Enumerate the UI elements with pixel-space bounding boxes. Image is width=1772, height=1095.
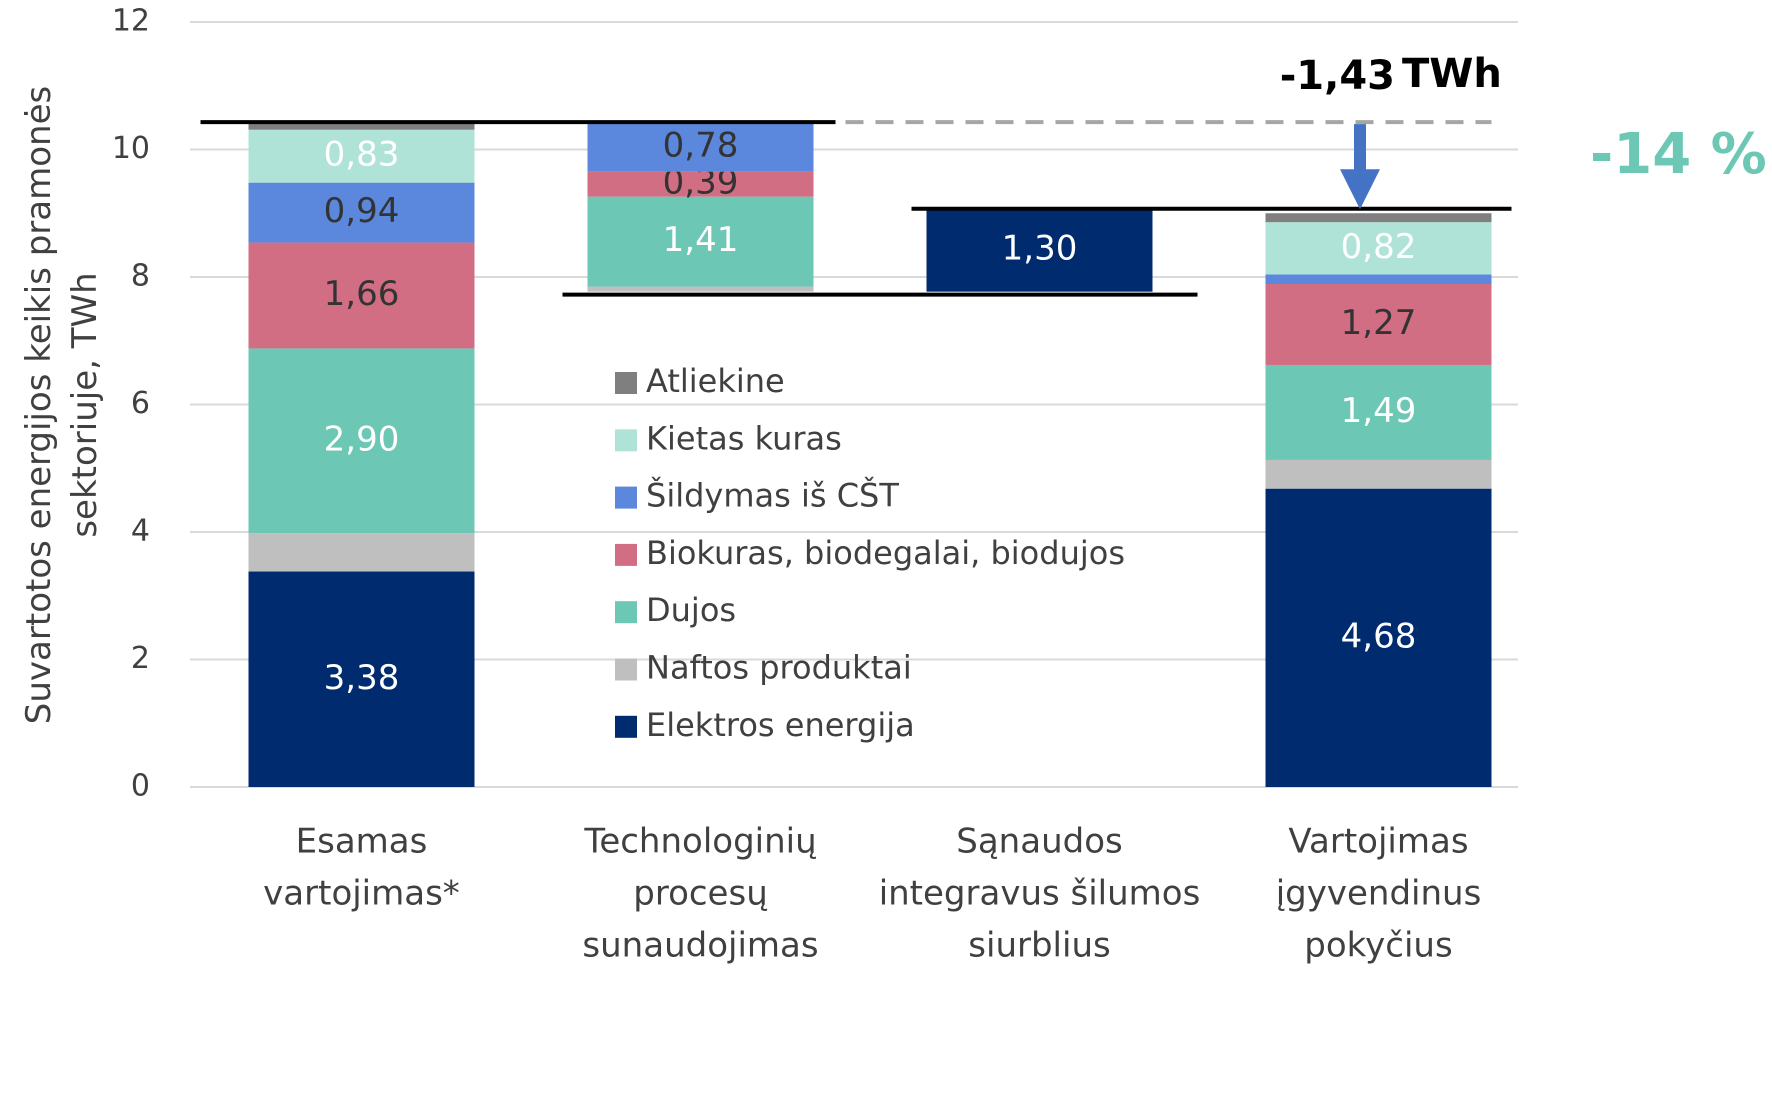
x-tick-label: pokyčius <box>1304 926 1452 966</box>
bar-segment <box>1265 222 1492 275</box>
legend-label: Atliekine <box>646 362 785 400</box>
bar-segment <box>1265 274 1492 285</box>
data-label: 3,38 <box>324 658 400 698</box>
legend-swatch <box>615 372 637 394</box>
legend-label: Šildymas iš CŠT <box>646 476 899 515</box>
data-label: 0,82 <box>1341 227 1417 267</box>
legend-swatch <box>615 601 637 624</box>
data-label: 4,68 <box>1341 616 1417 656</box>
legend-swatch <box>615 429 637 452</box>
data-label: 0,94 <box>324 191 400 231</box>
y-tick-label: 4 <box>131 514 150 549</box>
bar-segment <box>926 208 1153 292</box>
legend-swatch <box>615 715 637 738</box>
bar-segment <box>1265 213 1492 223</box>
x-tick-label: integravus šilumos <box>879 874 1201 914</box>
y-tick-label: 2 <box>131 641 150 676</box>
change-annotation: -1,43 <box>1280 53 1395 99</box>
y-axis-label-line: Suvartotos energijos keikis pramonės <box>19 86 59 724</box>
bar-segment <box>1265 488 1492 787</box>
y-tick-label: 8 <box>131 259 150 294</box>
y-tick-label: 0 <box>131 769 150 804</box>
bar-segment <box>587 171 814 197</box>
bar-segment <box>1265 364 1492 460</box>
legend-label: Biokuras, biodegalai, biodujos <box>646 534 1125 572</box>
y-tick-label: 12 <box>112 4 150 39</box>
bar-segment <box>248 533 475 572</box>
bar-segment <box>587 122 814 172</box>
data-label: 1,66 <box>324 274 400 314</box>
percent-annotation: -14 % <box>1590 122 1767 187</box>
bar-segment <box>248 571 475 787</box>
bar-segment <box>587 286 814 292</box>
data-label: 1,41 <box>663 220 739 260</box>
bar-segment <box>248 242 475 349</box>
bar-segment <box>248 348 475 534</box>
legend-swatch <box>615 658 637 681</box>
x-tick-label: Technologinių <box>583 822 816 862</box>
data-label: 0,83 <box>324 135 400 175</box>
data-label: 1,49 <box>1341 391 1417 431</box>
bar-segment <box>1265 284 1492 365</box>
y-tick-label: 6 <box>131 386 150 421</box>
legend-label: Naftos produktai <box>646 649 912 687</box>
bar-segment <box>248 182 475 243</box>
x-tick-label: vartojimas* <box>263 874 460 914</box>
legend-swatch <box>615 486 637 509</box>
x-tick-label: procesų <box>633 874 768 914</box>
x-tick-label: Esamas <box>296 822 428 862</box>
y-tick-label: 10 <box>112 131 150 166</box>
x-tick-label: sunaudojimas <box>582 926 818 966</box>
legend-label: Kietas kuras <box>646 419 842 457</box>
x-tick-label: Vartojimas <box>1288 822 1468 862</box>
data-label: 0,78 <box>663 125 739 165</box>
legend-label: Dujos <box>646 591 736 629</box>
bar-segment <box>587 196 814 287</box>
data-label: 2,90 <box>324 419 400 459</box>
legend-label: Elektros energija <box>646 706 915 744</box>
x-tick-label: Sąnaudos <box>956 822 1122 862</box>
legend-swatch <box>615 543 637 566</box>
x-tick-label: įgyvendinus <box>1276 874 1482 914</box>
data-label: 1,30 <box>1002 229 1078 269</box>
y-axis-label-line: sektoriuje, TWh <box>65 272 105 537</box>
x-tick-label: siurblius <box>968 926 1110 966</box>
change-arrow <box>1340 124 1380 210</box>
y-axis-label: Suvartotos energijos keikis pramonės sekt… <box>19 86 105 724</box>
bar-segment <box>248 122 475 130</box>
data-label: 1,27 <box>1341 303 1417 343</box>
bar-segment <box>1265 459 1492 489</box>
bar-segment <box>248 129 475 183</box>
change-unit: TWh <box>1402 51 1502 97</box>
